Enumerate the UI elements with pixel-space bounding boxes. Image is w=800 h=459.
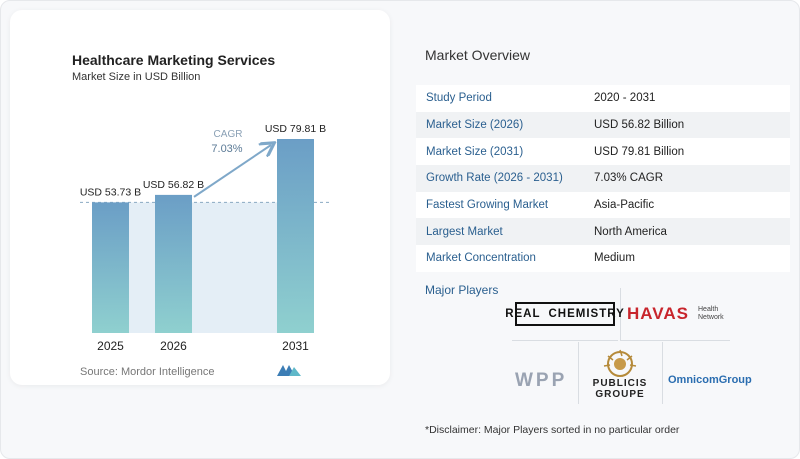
cagr-value: 7.03% (211, 143, 242, 155)
overview-value: 2020 - 2031 (594, 92, 656, 105)
logo-divider (620, 288, 621, 340)
logo-divider (512, 340, 618, 341)
publicis-logo: PUBLICIS GROUPE (580, 348, 660, 400)
publicis-lion-icon (603, 349, 637, 377)
real-chemistry-logo: REAL CHEMISTRY (505, 302, 624, 326)
overview-value: Medium (594, 252, 635, 265)
overview-row: Market Size (2026) USD 56.82 Billion (416, 111, 790, 139)
data-label-2026: USD 56.82 B (143, 179, 204, 191)
data-label-2025: USD 53.73 B (80, 186, 141, 198)
overview-row: Study Period 2020 - 2031 (416, 85, 790, 112)
overview-label: Market Size (2031) (426, 145, 524, 158)
overview-label: Fastest Growing Market (426, 199, 549, 212)
overview-value: North America (594, 225, 667, 238)
overview-label: Growth Rate (2026 - 2031) (426, 172, 563, 185)
bar-2031 (277, 139, 314, 333)
x-tick-2031: 2031 (282, 339, 309, 353)
bar-chart: USD 53.73 B 2025 USD 56.82 B 2026 USD 79.81 … (80, 123, 330, 353)
x-tick-2025: 2025 (97, 339, 124, 353)
cagr-label: CAGR (214, 129, 243, 140)
overview-value: Asia-Pacific (594, 199, 655, 212)
overview-row: Fastest Growing Market Asia-Pacific (416, 191, 790, 219)
overview-title: Market Overview (425, 47, 531, 63)
overview-label: Market Concentration (426, 252, 536, 265)
major-players-title: Major Players (425, 283, 499, 297)
source-text: Source: Mordor Intelligence (80, 366, 215, 378)
cagr-arrow (193, 145, 271, 198)
overview-label: Study Period (426, 92, 492, 105)
havas-logo-subtitle: Health Network (698, 306, 724, 321)
overview-row: Market Size (2031) USD 79.81 Billion (416, 138, 790, 166)
data-label-2031: USD 79.81 B (265, 123, 326, 135)
overview-value: USD 56.82 Billion (594, 119, 685, 132)
publicis-logo-line: GROUPE (595, 389, 645, 400)
overview-value: USD 79.81 Billion (594, 145, 685, 158)
havas-logo: HAVAS (627, 304, 689, 323)
x-tick-2026: 2026 (160, 339, 187, 353)
mordor-logo-icon (277, 365, 301, 376)
publicis-logo-line: PUBLICIS (592, 378, 648, 389)
logo-divider (620, 340, 730, 341)
logo-divider (578, 342, 579, 404)
bar-2025 (92, 202, 129, 333)
overview-value: 7.03% CAGR (594, 172, 664, 185)
overview-table: Study Period 2020 - 2031 Market Size (202… (416, 85, 790, 272)
overview-row: Market Concentration Medium (416, 245, 790, 272)
overview-row: Largest Market North America (416, 218, 790, 246)
overview-row: Growth Rate (2026 - 2031) 7.03% CAGR (416, 165, 790, 192)
disclaimer-text: *Disclaimer: Major Players sorted in no … (425, 424, 680, 436)
overview-label: Market Size (2026) (426, 119, 524, 132)
bar-2026 (155, 194, 192, 333)
chart-title: Healthcare Marketing Services (72, 52, 276, 68)
overview-label: Largest Market (426, 225, 503, 238)
logo-divider (662, 342, 663, 404)
real-chemistry-logo-part: CHEMISTRY (548, 308, 625, 320)
omnicom-logo: OmnicomGroup (668, 374, 752, 386)
chart-subtitle: Market Size in USD Billion (72, 71, 201, 83)
wpp-logo: WPP (515, 370, 568, 391)
real-chemistry-logo-part: REAL (505, 308, 541, 320)
